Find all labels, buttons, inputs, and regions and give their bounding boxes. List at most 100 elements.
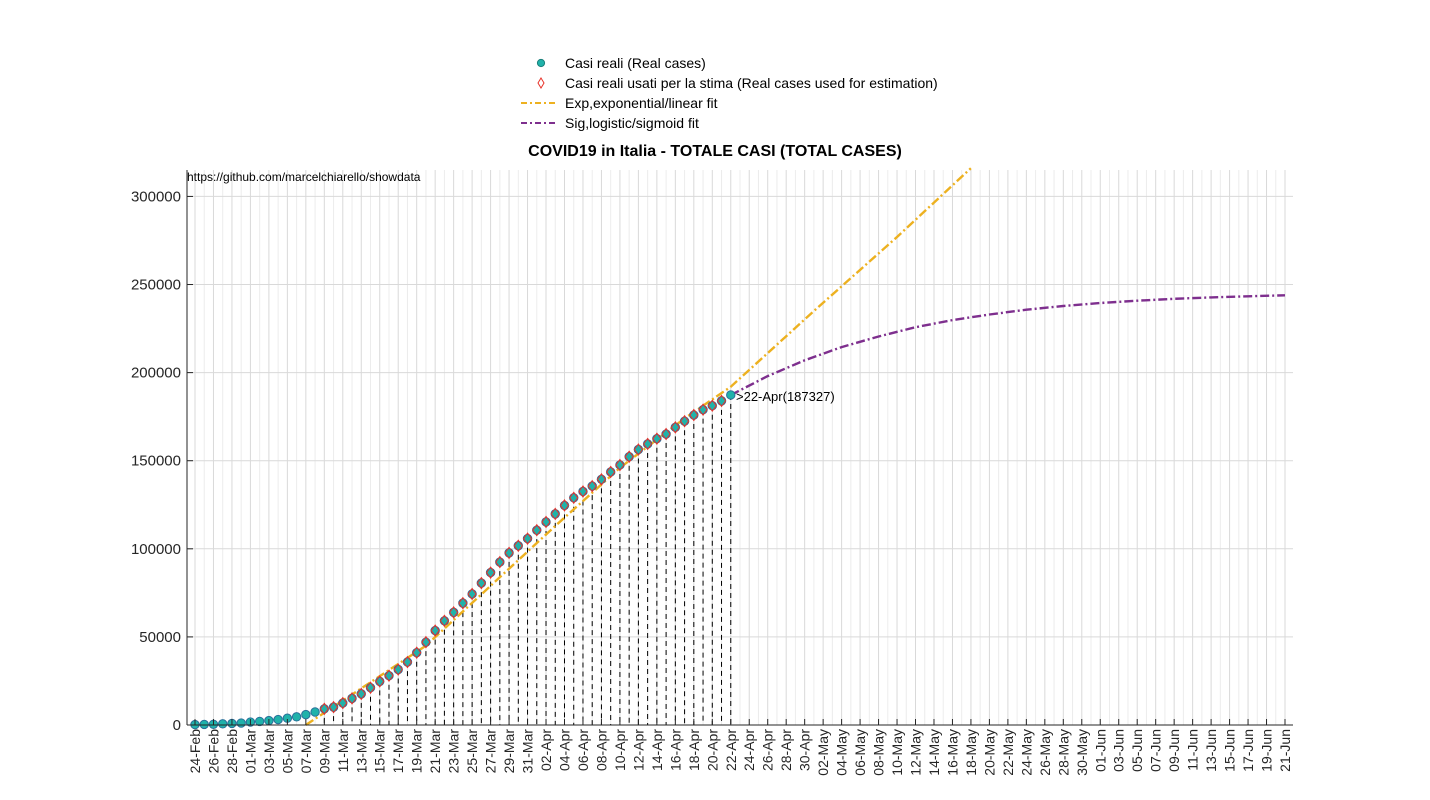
x-tick-label: 01-Mar [242, 729, 258, 774]
y-tick-label: 300000 [131, 188, 181, 205]
real-case-point [448, 607, 459, 618]
real-case-point [273, 714, 283, 725]
x-tick-label: 16-May [944, 729, 960, 776]
y-tick-label: 200000 [131, 365, 181, 382]
real-case-point [495, 557, 505, 567]
x-tick-label: 19-Mar [409, 729, 425, 774]
used-case-point [679, 414, 690, 428]
legend-marker-diamond [537, 77, 545, 89]
real-case-point [679, 416, 690, 426]
legend-item-sig-fit: Sig,logistic/sigmoid fit [513, 113, 968, 133]
legend-label: Exp,exponential/linear fit [565, 95, 718, 111]
x-tick-label: 17-Jun [1240, 729, 1256, 772]
used-case-point [606, 465, 616, 479]
x-tick-label: 22-Apr [723, 729, 739, 771]
real-case-point [375, 676, 385, 687]
used-case-point [384, 669, 394, 683]
real-case-point [393, 664, 403, 675]
used-case-point [449, 606, 459, 619]
used-case-point [569, 491, 579, 505]
x-tick-label: 05-Jun [1129, 729, 1145, 772]
used-case-point [698, 403, 708, 417]
used-case-point [476, 576, 486, 590]
legend-marker-circle [536, 58, 546, 68]
real-case-point [596, 474, 607, 485]
real-case-point [254, 716, 265, 727]
x-tick-label: 16-Apr [667, 729, 683, 771]
x-tick-label: 02-May [815, 729, 831, 776]
y-tick-label: 0 [173, 717, 181, 734]
real-case-point [513, 541, 524, 551]
used-case-point [716, 394, 727, 408]
used-case-point [495, 555, 505, 569]
real-case-point [328, 702, 339, 712]
real-case-point [578, 486, 588, 497]
used-case-point [347, 692, 357, 705]
x-tick-label: 02-Apr [538, 729, 554, 771]
x-tick-label: 08-Apr [593, 729, 609, 771]
y-tick-label: 250000 [131, 277, 181, 294]
used-case-point [375, 675, 385, 688]
used-case-point [430, 624, 440, 637]
x-tick-label: 28-May [1055, 729, 1071, 776]
real-case-point [301, 709, 311, 720]
x-tick-label: 09-Mar [316, 729, 332, 774]
x-tick-label: 29-Mar [501, 729, 517, 774]
x-tick-label: 17-Mar [390, 729, 406, 774]
used-case-point [661, 427, 671, 441]
real-case-point [365, 683, 376, 693]
legend-marker-dash [521, 122, 555, 124]
used-case-point [707, 399, 717, 413]
real-case-point [236, 718, 246, 728]
x-tick-label: 14-May [926, 729, 942, 776]
real-case-point [338, 698, 348, 708]
real-case-point [411, 648, 422, 658]
x-tick-label: 25-Mar [464, 729, 480, 774]
x-tick-label: 31-Mar [520, 729, 536, 774]
real-case-point [291, 712, 302, 722]
used-case-point [596, 473, 607, 486]
real-case-point [698, 404, 708, 415]
used-case-point [550, 507, 560, 521]
real-case-point [707, 400, 717, 411]
real-case-point [661, 429, 671, 439]
real-case-point [550, 509, 560, 519]
real-case-point [476, 578, 487, 588]
x-tick-label: 20-Apr [704, 729, 720, 771]
legend-item-used-cases: Casi reali usati per la stima (Real case… [513, 73, 968, 93]
x-tick-label: 03-Jun [1111, 729, 1127, 772]
x-tick-label: 13-Mar [353, 729, 369, 774]
used-case-point [402, 655, 413, 669]
real-case-point [541, 517, 551, 527]
x-tick-label: 01-Jun [1092, 729, 1108, 772]
real-case-point [347, 693, 357, 704]
x-tick-label: 22-May [1000, 729, 1016, 776]
real-case-point [439, 616, 450, 626]
legend-item-exp-fit: Exp,exponential/linear fit [513, 93, 968, 113]
used-case-point [615, 458, 625, 472]
x-tick-label: 24-May [1018, 729, 1034, 776]
x-tick-label: 28-Apr [778, 729, 794, 771]
real-case-point [716, 396, 727, 406]
real-case-point [532, 525, 542, 535]
x-tick-label: 04-May [834, 729, 850, 776]
real-case-point [615, 460, 625, 470]
used-case-point [633, 443, 644, 456]
used-case-point [559, 499, 570, 512]
used-case-point [522, 532, 533, 545]
real-case-point [319, 704, 330, 714]
y-tick-label: 100000 [131, 541, 181, 558]
x-tick-label: 07-Mar [298, 729, 314, 774]
x-tick-label: 05-Mar [279, 729, 295, 774]
last-point-annotation: >22-Apr(187327) [736, 389, 835, 404]
used-case-point [485, 566, 496, 579]
x-tick-label: 24-Feb [187, 729, 203, 774]
real-case-point [689, 410, 699, 420]
grid [187, 170, 1293, 726]
real-case-point [402, 657, 413, 667]
real-case-point [310, 707, 320, 717]
x-tick-label: 10-May [889, 729, 905, 776]
sigmoid-fit-line [730, 294, 1286, 397]
x-tick-label: 18-May [963, 729, 979, 776]
real-case-point [504, 548, 514, 558]
